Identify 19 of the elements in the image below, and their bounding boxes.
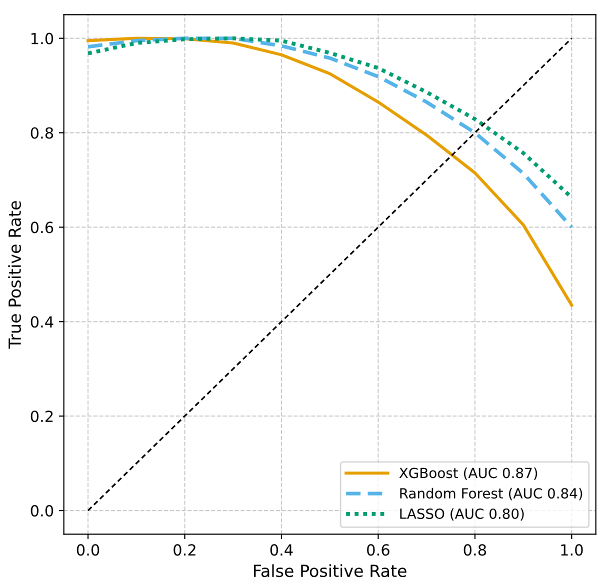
legend-label: LASSO (AUC 0.80) <box>400 508 524 521</box>
y-axis-title: True Positive Rate <box>8 201 22 349</box>
x-tick-label: 1.0 <box>561 544 583 556</box>
y-tick-label: 0.0 <box>30 505 54 517</box>
legend-label: Random Forest (AUC 0.84) <box>400 488 582 500</box>
x-tick-label: 0.2 <box>174 544 196 556</box>
y-tick-label: 0.4 <box>30 316 54 328</box>
y-tick-label: 0.6 <box>30 222 54 234</box>
x-axis-title: False Positive Rate <box>254 564 406 578</box>
line-series <box>86 36 574 229</box>
x-tick-label: 0.6 <box>367 544 390 556</box>
legend-label: XGBoost (AUC 0.87) <box>399 467 538 480</box>
line-series <box>86 36 574 307</box>
x-tick-label: 0.4 <box>270 544 293 556</box>
y-tick-label: 0.2 <box>30 410 53 422</box>
x-tick-label: 0.8 <box>464 544 486 556</box>
y-tick-label: 0.8 <box>30 127 54 139</box>
x-tick-label: 0.0 <box>76 544 100 556</box>
y-tick-label: 1.0 <box>32 32 54 44</box>
